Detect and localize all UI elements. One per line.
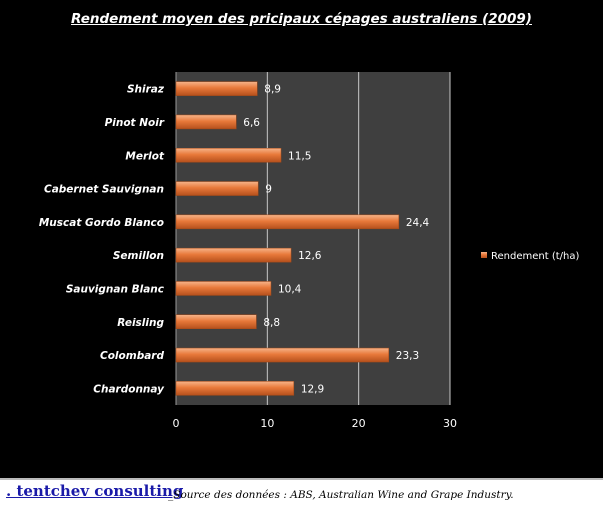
category-label: Cabernet Sauvignan — [44, 184, 164, 196]
data-label: 12,9 — [301, 383, 324, 395]
x-tick-label: 0 — [173, 417, 180, 430]
data-label: 9 — [265, 184, 272, 196]
bar — [175, 214, 400, 230]
bar — [175, 347, 390, 363]
x-tick-label: 20 — [352, 417, 366, 430]
bar — [175, 181, 259, 196]
bar — [175, 114, 237, 130]
chart-title: Rendement moyen des pricipaux cépages au… — [71, 11, 532, 27]
bar — [175, 381, 295, 396]
bar — [175, 247, 292, 263]
x-tick-label: 30 — [443, 417, 457, 430]
category-label: Semillon — [113, 250, 164, 262]
legend-swatch — [481, 252, 487, 258]
bar — [175, 148, 282, 163]
category-label: Colombard — [100, 350, 164, 362]
data-label: 23,3 — [396, 350, 419, 362]
data-label: 11,5 — [288, 150, 311, 162]
data-label: 24,4 — [406, 217, 430, 229]
data-label: 8,8 — [263, 317, 280, 329]
bar — [175, 281, 272, 296]
bar — [175, 314, 257, 329]
bar — [175, 81, 258, 96]
x-tick-label: 10 — [260, 417, 274, 430]
category-label: Muscat Gordo Blanco — [39, 217, 164, 229]
category-label: Chardonnay — [93, 383, 165, 395]
data-label: 6,6 — [243, 117, 260, 129]
bar-chart: Shiraz Pinot Noir Merlot Cabernet Sauvignan… — [39, 72, 579, 430]
data-label: 10,4 — [278, 283, 302, 295]
legend-label: Rendement (t/ha) — [491, 251, 579, 262]
category-label: Pinot Noir — [105, 117, 165, 129]
category-label: Sauvignan Blanc — [66, 283, 165, 295]
data-label: 8,9 — [264, 84, 281, 96]
source-note: _Source des données : ABS, Australian Wi… — [168, 489, 514, 501]
data-label: 12,6 — [298, 250, 322, 262]
category-label: Reisling — [117, 317, 164, 329]
footer: . tentchev consulting _Source des donnée… — [0, 478, 603, 508]
category-label: Shiraz — [127, 84, 165, 96]
legend: Rendement (t/ha) — [481, 251, 579, 262]
brand-link[interactable]: . tentchev consulting — [6, 482, 184, 500]
category-label: Merlot — [125, 150, 165, 162]
